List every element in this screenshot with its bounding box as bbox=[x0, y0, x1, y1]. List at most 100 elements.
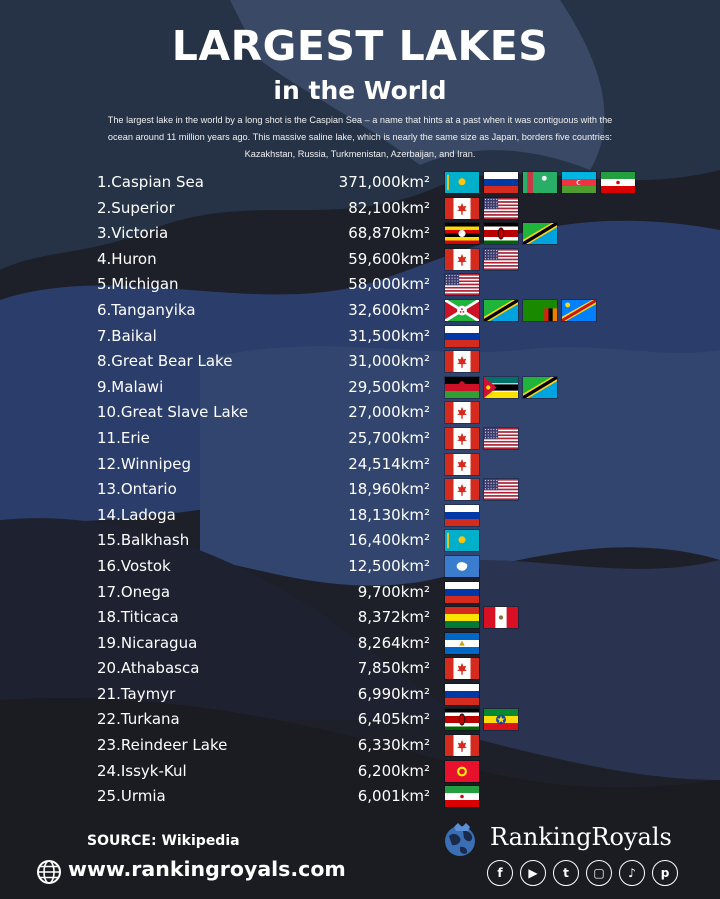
intro-line: The largest lake in the world by a long … bbox=[107, 115, 613, 125]
lake-row: 12.Winnipeg 24,514km² bbox=[0, 452, 720, 478]
kenya-flag bbox=[484, 223, 518, 245]
canada-flag bbox=[445, 402, 479, 424]
lake-name: 5.Michigan bbox=[97, 275, 179, 294]
pinterest-icon[interactable]: p bbox=[652, 860, 678, 886]
lake-area: 18,130km² bbox=[348, 505, 430, 524]
tanzania-flag bbox=[523, 223, 557, 245]
lake-name: 6.Tanganyika bbox=[97, 300, 196, 319]
youtube-icon[interactable]: ▶ bbox=[520, 860, 546, 886]
lake-name: 19.Nicaragua bbox=[97, 633, 198, 652]
lake-row: 17.Onega 9,700km² bbox=[0, 580, 720, 606]
lake-area: 32,600km² bbox=[348, 300, 430, 319]
lake-name: 13.Ontario bbox=[97, 480, 177, 499]
lake-area: 6,405km² bbox=[357, 710, 430, 729]
instagram-icon[interactable]: ▢ bbox=[586, 860, 612, 886]
antarctica-flag bbox=[445, 555, 479, 577]
lake-row: 19.Nicaragua 8,264km² bbox=[0, 631, 720, 657]
canada-flag bbox=[445, 197, 479, 219]
lake-name: 16.Vostok bbox=[97, 556, 171, 575]
malawi-flag bbox=[445, 376, 479, 398]
lake-row: 10.Great Slave Lake 27,000km² bbox=[0, 400, 720, 426]
lake-name: 2.Superior bbox=[97, 198, 175, 217]
lake-row: 8.Great Bear Lake 31,000km² bbox=[0, 349, 720, 375]
mozambique-flag bbox=[484, 376, 518, 398]
lake-area: 24,514km² bbox=[348, 454, 430, 473]
russia-flag bbox=[445, 581, 479, 603]
canada-flag bbox=[445, 479, 479, 501]
lake-row: 16.Vostok 12,500km² bbox=[0, 554, 720, 580]
lake-row: 3.Victoria 68,870km² bbox=[0, 221, 720, 247]
canada-flag bbox=[445, 735, 479, 757]
lake-area: 9,700km² bbox=[357, 582, 430, 601]
lake-name: 7.Baikal bbox=[97, 326, 157, 345]
usa-flag bbox=[484, 248, 518, 270]
lake-row: 25.Urmia 6,001km² bbox=[0, 784, 720, 810]
tanzania-flag bbox=[523, 376, 557, 398]
lake-row: 1.Caspian Sea 371,000km² bbox=[0, 170, 720, 196]
russia-flag bbox=[445, 325, 479, 347]
lake-name: 18.Titicaca bbox=[97, 608, 179, 627]
canada-flag bbox=[445, 248, 479, 270]
usa-flag bbox=[484, 427, 518, 450]
lake-name: 21.Taymyr bbox=[97, 684, 176, 703]
lake-name: 4.Huron bbox=[97, 249, 157, 268]
tiktok-icon[interactable]: ♪ bbox=[619, 860, 645, 886]
lake-name: 12.Winnipeg bbox=[97, 454, 191, 473]
lake-row: 18.Titicaca 8,372km² bbox=[0, 605, 720, 631]
lake-row: 20.Athabasca 7,850km² bbox=[0, 656, 720, 682]
lake-area: 8,264km² bbox=[357, 633, 430, 652]
lake-row: 7.Baikal 31,500km² bbox=[0, 324, 720, 350]
facebook-icon[interactable]: f bbox=[487, 860, 513, 886]
tanzania-flag bbox=[484, 299, 518, 321]
lake-area: 18,960km² bbox=[348, 480, 430, 499]
usa-flag bbox=[484, 197, 518, 219]
azerbaijan-flag bbox=[562, 172, 596, 194]
kazakhstan-flag bbox=[445, 172, 479, 193]
russia-flag bbox=[484, 172, 518, 194]
lake-row: 5.Michigan 58,000km² bbox=[0, 272, 720, 298]
lake-name: 25.Urmia bbox=[97, 787, 166, 806]
twitter-icon[interactable]: t bbox=[553, 860, 579, 886]
lake-row: 11.Erie 25,700km² bbox=[0, 426, 720, 452]
lake-area: 7,850km² bbox=[357, 659, 430, 678]
lake-area: 12,500km² bbox=[348, 556, 430, 575]
lake-row: 14.Ladoga 18,130km² bbox=[0, 503, 720, 529]
lake-row: 22.Turkana 6,405km² bbox=[0, 707, 720, 733]
lake-name: 8.Great Bear Lake bbox=[97, 352, 233, 371]
lake-row: 4.Huron 59,600km² bbox=[0, 247, 720, 273]
lake-row: 21.Taymyr 6,990km² bbox=[0, 682, 720, 708]
lake-name: 22.Turkana bbox=[97, 710, 180, 729]
source-label: SOURCE: Wikipedia bbox=[87, 833, 240, 849]
lake-area: 31,500km² bbox=[348, 326, 430, 345]
intro-text: The largest lake in the world by a long … bbox=[20, 112, 700, 163]
globe-icon bbox=[37, 860, 61, 884]
zambia-flag bbox=[523, 299, 557, 321]
lake-area: 27,000km² bbox=[348, 403, 430, 422]
lake-name: 9.Malawi bbox=[97, 377, 164, 396]
nicaragua-flag bbox=[445, 632, 479, 654]
lake-area: 16,400km² bbox=[348, 531, 430, 550]
intro-line: Kazakhstan, Russia, Turkmenistan, Azerba… bbox=[244, 149, 476, 159]
lake-row: 24.Issyk-Kul 6,200km² bbox=[0, 759, 720, 785]
lake-row: 9.Malawi 29,500km² bbox=[0, 375, 720, 401]
lake-area: 68,870km² bbox=[348, 224, 430, 243]
page-subtitle: in the World bbox=[273, 76, 447, 105]
lake-area: 25,700km² bbox=[348, 428, 430, 447]
lake-area: 82,100km² bbox=[348, 198, 430, 217]
iran-flag bbox=[601, 172, 635, 194]
lake-area: 31,000km² bbox=[348, 352, 430, 371]
brand-name: RankingRoyals bbox=[490, 823, 672, 851]
peru-flag bbox=[484, 607, 519, 629]
lake-area: 6,200km² bbox=[357, 761, 430, 780]
canada-flag bbox=[445, 658, 479, 680]
intro-line: ocean around 11 million years ago. This … bbox=[107, 132, 613, 142]
lake-row: 15.Balkhash 16,400km² bbox=[0, 528, 720, 554]
lake-name: 15.Balkhash bbox=[97, 531, 190, 550]
website-link[interactable]: www.rankingroyals.com bbox=[68, 857, 346, 881]
lake-name: 3.Victoria bbox=[97, 224, 169, 243]
lake-name: 24.Issyk-Kul bbox=[97, 761, 187, 780]
russia-flag bbox=[445, 683, 479, 706]
canada-flag bbox=[445, 351, 479, 373]
lake-name: 10.Great Slave Lake bbox=[97, 403, 249, 422]
